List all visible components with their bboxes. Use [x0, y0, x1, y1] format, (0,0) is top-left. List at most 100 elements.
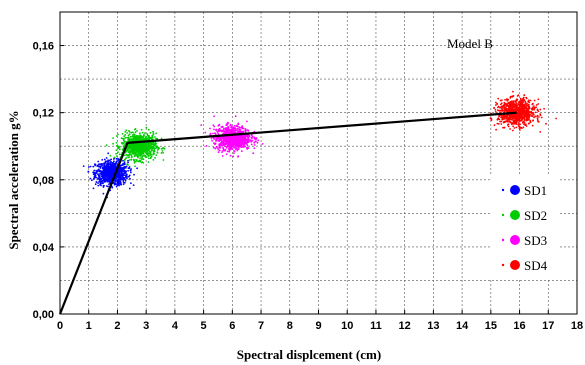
data-point	[130, 131, 133, 134]
legend-small-marker	[501, 213, 505, 217]
data-point	[122, 159, 124, 162]
data-point	[497, 105, 500, 108]
data-point	[213, 138, 216, 140]
data-point	[223, 132, 225, 135]
data-point	[111, 164, 114, 167]
data-point	[237, 123, 240, 126]
data-point	[512, 109, 515, 112]
data-point	[141, 146, 143, 149]
data-point	[242, 144, 245, 146]
data-point	[94, 183, 97, 186]
data-point	[94, 174, 96, 177]
data-point	[115, 161, 118, 164]
data-point	[496, 102, 498, 105]
data-point	[533, 116, 535, 119]
data-point	[536, 108, 539, 111]
data-point	[229, 129, 232, 132]
data-point	[533, 99, 536, 102]
data-point	[230, 140, 233, 143]
data-point	[517, 121, 520, 124]
data-point	[217, 151, 220, 154]
data-point	[150, 143, 153, 146]
data-point	[141, 131, 144, 134]
data-point	[224, 145, 227, 148]
data-point	[105, 177, 107, 180]
data-point	[142, 158, 145, 161]
data-point	[246, 144, 249, 147]
data-point	[95, 172, 97, 175]
data-point	[213, 128, 215, 131]
data-point	[152, 152, 155, 154]
legend-marker	[510, 210, 520, 220]
data-point	[241, 125, 243, 128]
data-point	[237, 155, 239, 158]
data-point	[92, 171, 95, 174]
data-point	[523, 104, 526, 107]
data-point	[224, 127, 227, 130]
data-point	[139, 157, 142, 160]
data-point	[134, 128, 136, 131]
legend-small-marker	[501, 188, 505, 192]
data-point	[109, 154, 112, 157]
data-point	[225, 153, 228, 156]
data-point	[102, 177, 104, 180]
data-point	[116, 155, 118, 157]
data-point	[113, 156, 116, 159]
data-point	[138, 143, 140, 146]
data-point	[93, 169, 96, 172]
data-point	[144, 132, 146, 135]
data-point	[139, 143, 142, 145]
data-point	[122, 141, 125, 144]
data-point	[120, 142, 123, 144]
data-point	[115, 135, 118, 137]
data-point	[152, 132, 155, 135]
x-tick-label: 14	[456, 320, 469, 332]
data-point	[523, 94, 526, 96]
data-point	[240, 144, 243, 147]
data-point	[135, 145, 138, 148]
data-point	[121, 173, 124, 176]
data-point	[232, 128, 235, 131]
data-point	[223, 130, 225, 133]
data-point	[106, 160, 109, 163]
data-point	[113, 183, 116, 186]
data-point	[515, 102, 518, 104]
data-point	[147, 128, 150, 131]
data-point	[517, 94, 520, 97]
data-point	[141, 138, 144, 141]
data-point	[533, 105, 535, 107]
data-point	[512, 125, 514, 128]
data-point	[139, 151, 142, 154]
data-point	[126, 176, 129, 178]
data-point	[100, 177, 103, 180]
data-point	[506, 115, 509, 118]
data-point	[529, 99, 532, 102]
data-point	[116, 184, 119, 187]
data-point	[232, 143, 235, 146]
data-point	[238, 126, 241, 129]
data-point	[251, 139, 254, 142]
data-point	[517, 113, 520, 116]
x-tick-label: 1	[86, 320, 92, 332]
data-point	[118, 169, 121, 172]
data-point	[122, 178, 125, 181]
data-point	[522, 101, 524, 104]
data-point	[521, 115, 524, 118]
data-point	[533, 108, 535, 111]
data-point	[128, 159, 131, 162]
data-point	[520, 119, 523, 122]
data-point	[94, 163, 96, 166]
data-point	[242, 135, 245, 138]
data-point	[138, 135, 141, 137]
data-point	[82, 165, 85, 168]
data-point	[514, 100, 517, 102]
data-point	[122, 181, 125, 184]
data-point	[145, 126, 148, 129]
data-point	[137, 156, 139, 159]
data-point	[227, 147, 230, 150]
data-point	[246, 120, 248, 123]
data-point	[521, 111, 524, 114]
data-point	[226, 136, 228, 138]
data-point	[519, 129, 521, 131]
legend-label: SD2	[524, 208, 547, 223]
